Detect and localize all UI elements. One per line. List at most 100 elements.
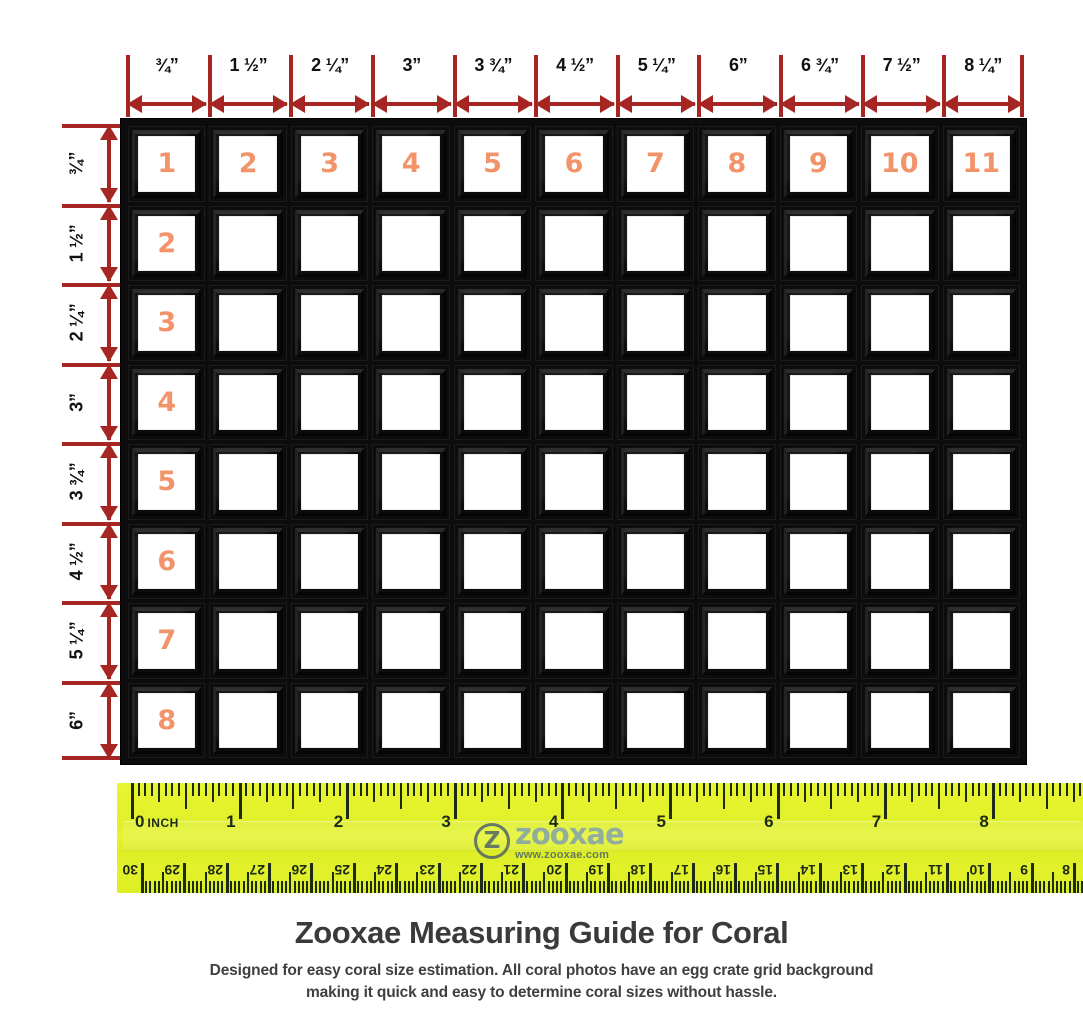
ruler-inch-tick — [938, 783, 940, 809]
grid-cell — [698, 364, 776, 440]
grid-cell-opening — [789, 613, 848, 669]
grid-cell — [372, 682, 450, 758]
ruler-inch-tick — [615, 783, 618, 809]
ruler-inch-tick — [971, 783, 974, 796]
ruler-cm-tick — [568, 881, 571, 893]
ruler-inch-tick — [843, 783, 846, 796]
ruler-cm-tick — [755, 872, 758, 893]
grid-cell — [942, 364, 1020, 440]
ruler-inch-tick — [1038, 783, 1041, 796]
ruler-cm-tick — [479, 863, 483, 893]
grid-cell — [779, 205, 858, 281]
grid-cell-opening — [300, 215, 359, 271]
ruler-cm-tick — [335, 881, 338, 893]
grid-cell-opening — [626, 454, 685, 510]
grid-cell — [861, 682, 939, 758]
left-scale-segment: 1 ½” — [62, 203, 124, 284]
ruler-cm-tick — [776, 863, 780, 893]
ruler-cm-tick — [174, 881, 177, 893]
ruler-inch-tick — [810, 783, 813, 796]
top-scale-arrow-icon — [535, 95, 615, 113]
ruler-cm-tick — [1068, 881, 1071, 893]
ruler-cm-tick — [971, 881, 974, 893]
zooxae-logo-text: zooxae www.zooxae.com — [515, 820, 625, 861]
grid-cell — [942, 682, 1020, 758]
top-scale-tick — [289, 55, 294, 117]
caption-line-2: making it quick and easy to determine co… — [306, 984, 777, 1001]
grid-column-number: 4 — [401, 148, 421, 180]
ruler-inch-tick — [332, 783, 335, 796]
grid-cell-opening — [789, 533, 848, 589]
grid-cell-opening — [871, 374, 929, 430]
grid-cell: 4 — [128, 364, 206, 440]
ruler-cm-tick — [767, 881, 770, 893]
ruler-cm-tick — [844, 881, 847, 893]
grid-cell-opening — [382, 454, 440, 510]
ruler-cm-tick — [492, 881, 495, 893]
ruler-cm-tick — [534, 881, 537, 893]
ruler-cm-tick — [1022, 881, 1025, 893]
ruler-inch-tick — [877, 783, 880, 796]
grid-cell: 1 — [128, 126, 206, 202]
grid-cell — [372, 285, 450, 361]
ruler-cm-tick — [1081, 881, 1083, 893]
grid-cell — [535, 603, 613, 679]
grid-cell — [372, 205, 450, 281]
ruler-cm-tick — [573, 881, 576, 893]
ruler-cm-tick — [331, 872, 334, 893]
ruler-inch-tick — [299, 783, 302, 796]
ruler-cm-tick — [1017, 881, 1020, 893]
ruler-cm-tick — [246, 872, 249, 893]
ruler-inch-tick — [756, 783, 759, 796]
ruler-cm-tick — [225, 863, 229, 893]
ruler-cm-tick — [695, 881, 698, 893]
ruler-inch-tick — [339, 783, 342, 796]
ruler-cm-tick — [454, 881, 457, 893]
ruler-inch-tick — [662, 783, 665, 796]
ruler-cm-label: 25 — [334, 862, 350, 878]
grid-cell — [372, 444, 450, 520]
ruler-inch-tick — [790, 783, 793, 796]
ruler-inch-tick — [911, 783, 914, 802]
ruler-cm-tick — [594, 881, 597, 893]
ruler-cm-tick — [217, 881, 220, 893]
grid-cell: 7 — [616, 126, 695, 202]
ruler-cm-tick — [1013, 881, 1016, 893]
top-scale-label: 2 ¼” — [311, 55, 349, 75]
ruler-cm-label: 22 — [461, 862, 477, 878]
ruler-cm-tick — [297, 881, 300, 893]
ruler-cm-label: 24 — [376, 862, 393, 878]
grid-cell — [616, 682, 695, 758]
ruler-inch-tick — [319, 783, 322, 802]
ruler-inch-tick — [413, 783, 416, 796]
top-scale-tick — [697, 55, 702, 117]
ruler-inch-tick — [823, 783, 826, 796]
grid-cell — [779, 285, 858, 361]
left-scale-tick — [62, 601, 124, 605]
ruler-cm-tick — [399, 881, 402, 893]
grid-cell — [616, 444, 695, 520]
ruler-cm-tick — [683, 881, 686, 893]
grid-cell-opening — [382, 215, 440, 271]
ruler-cm-tick — [467, 881, 470, 893]
ruler-inch-tick — [393, 783, 396, 796]
ruler-cm-tick — [251, 881, 254, 893]
ruler-cm-tick — [255, 881, 258, 893]
ruler-inch-tick — [830, 783, 833, 809]
ruler-cm-tick — [623, 881, 626, 893]
ruler-cm-tick — [649, 863, 653, 893]
grid-cell — [372, 523, 450, 599]
ruler-cm-label: 14 — [800, 862, 816, 878]
ruler-cm-tick — [856, 881, 859, 893]
left-scale-arrow-icon — [100, 363, 118, 441]
ruler-cm-tick — [1056, 881, 1059, 893]
ruler-cm-tick — [564, 863, 568, 893]
ruler-cm-tick — [975, 881, 978, 893]
grid-cell-opening — [789, 295, 848, 351]
ruler-inch-tick — [231, 783, 234, 796]
grid-cell-opening — [952, 215, 1010, 271]
ruler-inch-tick — [258, 783, 261, 796]
grid-cell-opening: 9 — [789, 136, 848, 192]
grid-cell-opening — [382, 295, 440, 351]
